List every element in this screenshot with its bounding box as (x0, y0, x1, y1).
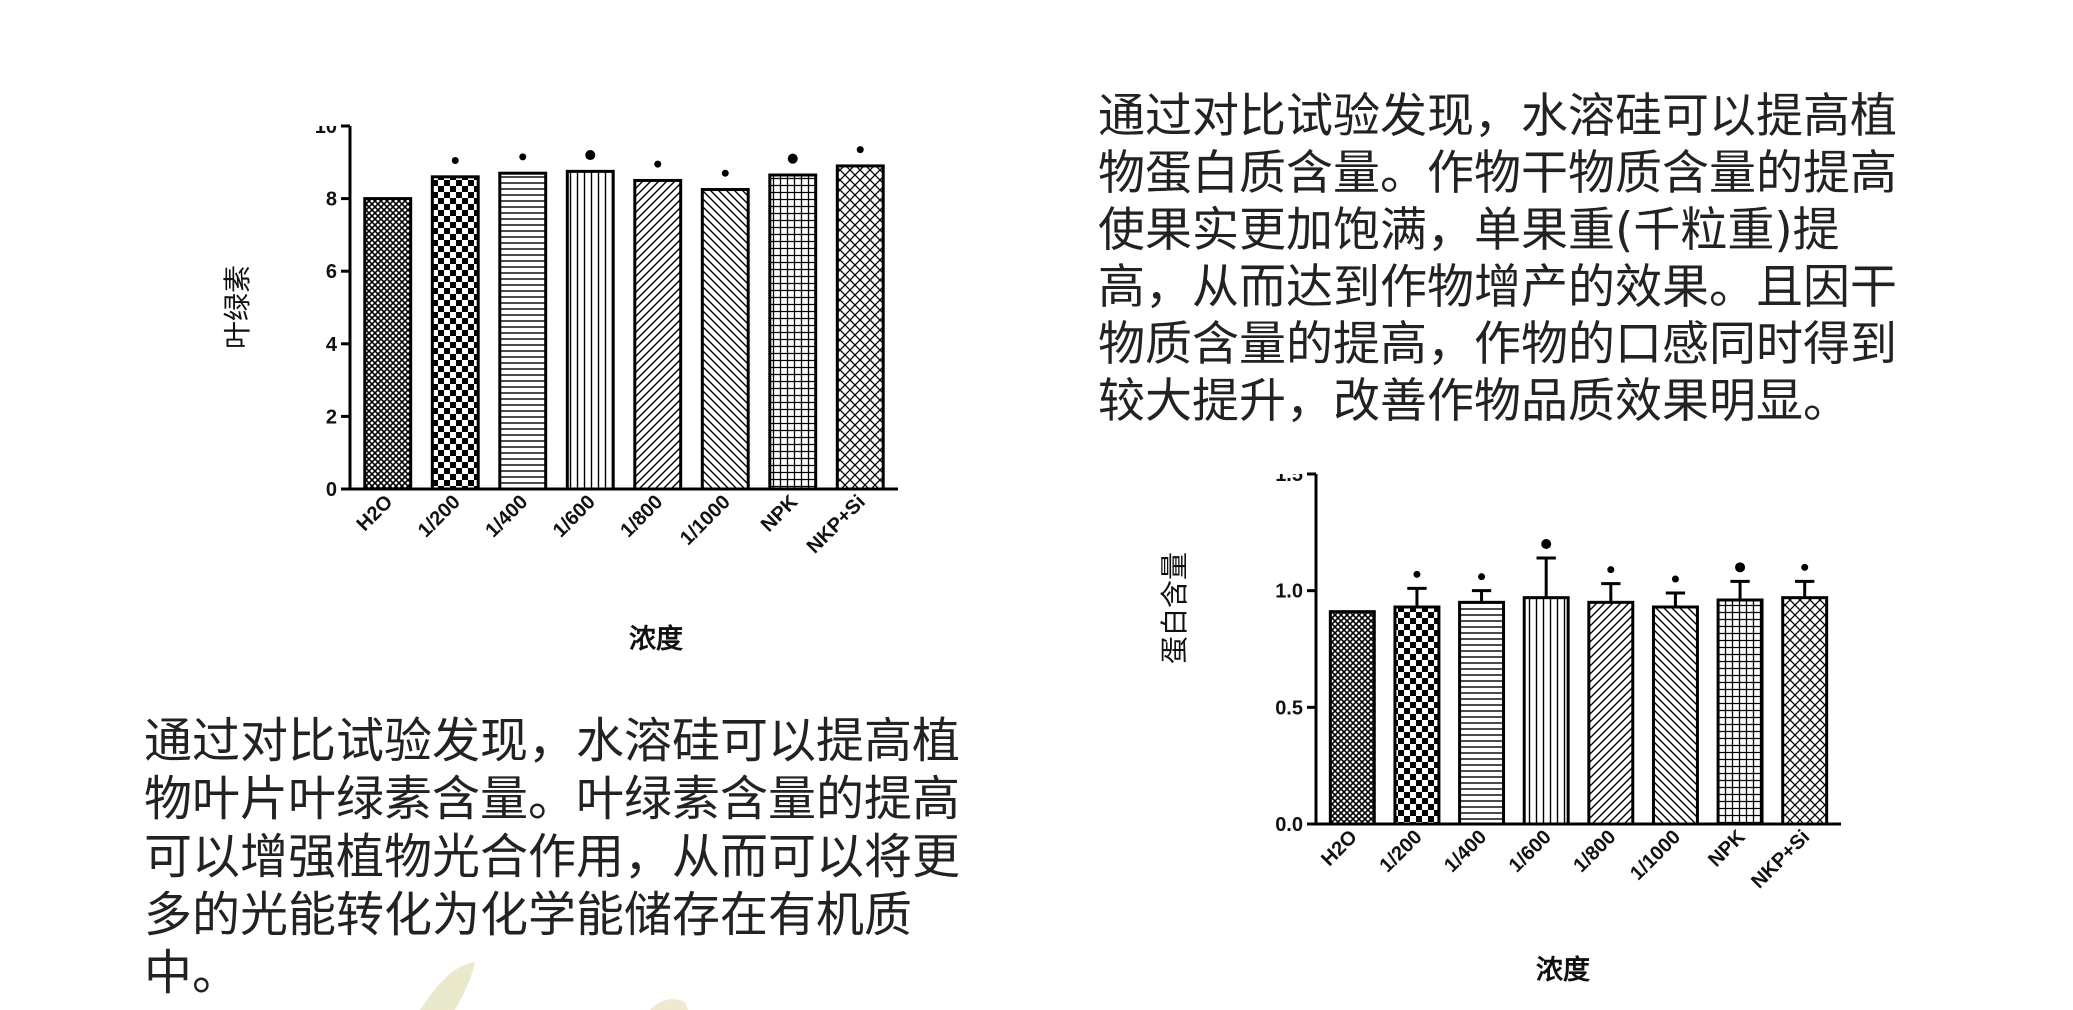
y-tick-label: 1.5 (1275, 464, 1303, 486)
bar (1651, 605, 1699, 826)
significance-dot (1801, 563, 1809, 571)
significance-dot (1413, 570, 1421, 578)
significance-dot (519, 153, 527, 161)
y-tick-label: 0 (326, 479, 337, 501)
bar (498, 171, 548, 491)
bar (768, 173, 818, 491)
x-tick-label: 1/800 (616, 491, 667, 542)
y-tick-label: 10 (315, 116, 337, 138)
bar (363, 197, 413, 491)
y-tick-label: 0.5 (1275, 697, 1303, 719)
error-bar (1471, 589, 1492, 603)
x-tick-label: 1/1000 (676, 491, 735, 550)
bar (1458, 600, 1506, 826)
error-bar (1795, 579, 1815, 598)
x-tick-label: 1/200 (1376, 826, 1427, 877)
significance-dot (856, 146, 864, 154)
bar (1781, 596, 1829, 826)
x-tick-label: 1/200 (414, 491, 465, 542)
y-tick-label: 8 (326, 189, 337, 211)
bar (565, 169, 615, 491)
error-bar (1601, 582, 1621, 603)
significance-dot (585, 150, 596, 161)
x-tick-label: NKP+Si (1747, 826, 1814, 893)
significance-dot (451, 156, 459, 164)
error-bar (1665, 591, 1686, 607)
bar (700, 188, 750, 491)
error-bar (1730, 579, 1750, 600)
significance-dot (787, 153, 798, 164)
bar (1328, 610, 1376, 826)
significance-dot (1671, 575, 1679, 583)
bar (430, 175, 480, 491)
significance-dot (1735, 562, 1746, 573)
y-tick-label: 4 (326, 334, 338, 356)
x-axis-label: 浓度 (629, 623, 683, 654)
x-tick-label: 1/400 (481, 491, 532, 542)
significance-dot (721, 169, 729, 177)
decoration (420, 962, 688, 1010)
x-tick-label: H2O (1317, 826, 1362, 871)
x-tick-label: H2O (353, 491, 398, 536)
bar (1522, 596, 1570, 826)
y-tick-label: 2 (326, 406, 337, 428)
y-axis-label: 叶绿素 (222, 265, 253, 349)
significance-dot (1541, 539, 1552, 549)
y-axis-label: 蛋白含量 (1159, 552, 1190, 664)
x-tick-label: 1/800 (1569, 826, 1620, 877)
bar (633, 178, 683, 491)
paragraph: 通过对比试验发现，水溶硅可以提高植物蛋白质含量。作物干物质含量的提高使果实更加饱… (1098, 89, 1897, 429)
x-tick-label: NKP+Si (803, 491, 870, 558)
x-axis-label: 浓度 (1536, 954, 1590, 985)
x-tick-label: 1/600 (549, 491, 600, 542)
significance-dot (1607, 566, 1615, 574)
bar (835, 164, 885, 491)
error-bar (1407, 586, 1427, 607)
x-tick-label: NPK (1704, 826, 1750, 872)
y-tick-label: 1.0 (1275, 581, 1303, 603)
error-bar (1536, 556, 1556, 598)
x-tick-label: 1/1000 (1626, 826, 1685, 885)
bar (1587, 600, 1635, 826)
significance-dot (1478, 573, 1486, 581)
x-tick-label: 1/600 (1505, 826, 1556, 877)
bar (1716, 598, 1764, 826)
bar (1393, 605, 1441, 826)
significance-dot (654, 160, 662, 168)
y-tick-label: 0.0 (1275, 814, 1303, 836)
paragraph: 通过对比试验发现，水溶硅可以提高植物叶片叶绿素含量。叶绿素含量的提高可以增强植物… (144, 713, 961, 1001)
x-tick-label: NPK (757, 491, 803, 537)
y-tick-label: 6 (326, 261, 337, 283)
x-tick-label: 1/400 (1440, 826, 1491, 877)
